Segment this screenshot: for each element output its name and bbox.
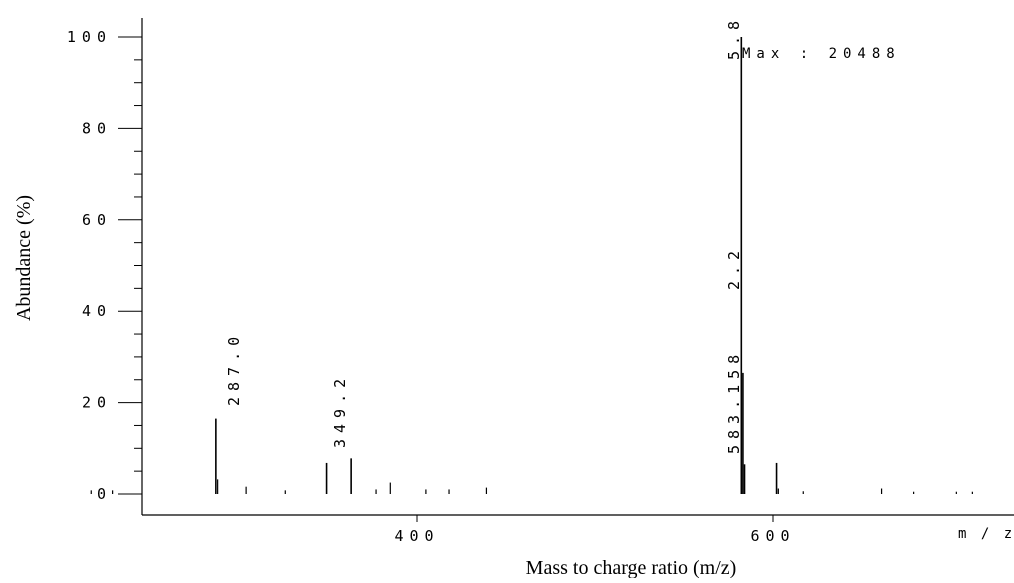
peak-label: 2.2	[725, 245, 743, 290]
x-tick-label: 400	[394, 527, 439, 545]
y-tick-label: 80	[82, 119, 112, 137]
x-axis-title: Mass to charge ratio (m/z)	[526, 557, 737, 578]
y-tick-label: 60	[82, 211, 112, 229]
max-label: Max : 20488	[742, 46, 901, 62]
peak-label: 349.2	[331, 373, 349, 448]
y-axis-title: Abundance (%)	[13, 195, 35, 321]
axes: 0 20 40 60 80 100 400 600	[67, 18, 1014, 545]
x-unit-label: m / z	[958, 526, 1014, 542]
peak-label: 287.0	[225, 331, 243, 406]
y-tick-label: 0	[97, 485, 112, 503]
y-tick-label: 100	[67, 28, 112, 46]
peaks	[90, 37, 973, 494]
y-tick-label: 40	[82, 302, 112, 320]
y-tick-label: 20	[82, 394, 112, 412]
peak-label: 583.158	[725, 349, 743, 454]
labels: 287.0 349.2 583.158 2.2 5.8	[225, 15, 743, 454]
x-tick-label: 600	[750, 527, 795, 545]
peak-label: 5.8	[725, 15, 743, 60]
